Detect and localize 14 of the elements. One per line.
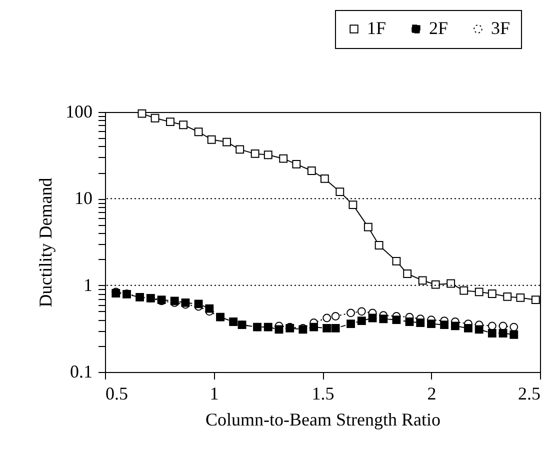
y-tick-label: 10 (74, 188, 92, 208)
legend-label: 3F (491, 18, 510, 38)
x-tick-label: 2.5 (518, 384, 540, 404)
x-axis-title: Column-to-Beam Strength Ratio (206, 410, 440, 430)
legend-label: 2F (429, 18, 448, 38)
x-tick-label: 1 (210, 384, 219, 404)
y-axis-title: Ductility Demand (36, 178, 56, 308)
y-tick-label: 100 (66, 102, 92, 122)
x-tick-label: 1.5 (312, 384, 334, 404)
legend-label: 1F (367, 18, 386, 38)
x-tick-label: 2 (427, 384, 436, 404)
x-tick-label: 0.5 (106, 384, 128, 404)
y-tick-label: 0.1 (70, 362, 92, 382)
y-tick-label: 1 (84, 274, 92, 295)
